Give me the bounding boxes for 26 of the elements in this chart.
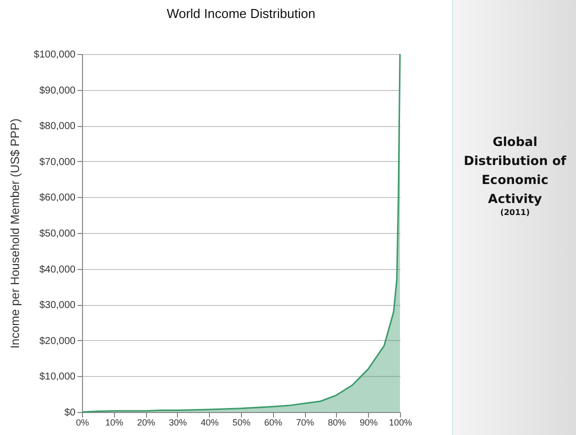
x-tick-label: 90% bbox=[360, 418, 378, 428]
y-tick-label: $30,000 bbox=[39, 300, 76, 312]
x-tick-label: 20% bbox=[137, 418, 156, 428]
text: Global Distribution of Economic Activity bbox=[462, 133, 568, 208]
y-tick-label: $80,000 bbox=[39, 121, 76, 132]
x-tick-label: 40% bbox=[200, 418, 219, 428]
x-tick-label: 0% bbox=[76, 418, 90, 428]
y-tick-label: $20,000 bbox=[39, 336, 76, 347]
x-tick-label: 10% bbox=[105, 418, 124, 428]
chart-title: World Income Distribution bbox=[166, 6, 316, 21]
x-tick-label: 70% bbox=[296, 418, 314, 428]
y-tick-label: $90,000 bbox=[39, 85, 76, 96]
y-tick-label: $10,000 bbox=[39, 372, 76, 383]
x-tick-label: 80% bbox=[328, 418, 346, 428]
x-tick-label: 60% bbox=[264, 418, 282, 428]
y-tick-label: $60,000 bbox=[39, 192, 76, 204]
x-tick-label: 50% bbox=[232, 418, 251, 428]
y-tick-label: $40,000 bbox=[39, 264, 76, 276]
y-tick-label: $100,000 bbox=[34, 50, 76, 60]
text: (2011) bbox=[499, 208, 531, 217]
y-axis-title: Income per Household Member (US$ PPP) bbox=[8, 118, 22, 349]
y-tick-label: $70,000 bbox=[39, 156, 76, 168]
y-tick-label: $50,000 bbox=[39, 228, 76, 240]
x-tick-label: 100% bbox=[388, 418, 412, 428]
y-tick-label: $0 bbox=[64, 408, 76, 418]
x-tick-label: 30% bbox=[168, 418, 187, 428]
